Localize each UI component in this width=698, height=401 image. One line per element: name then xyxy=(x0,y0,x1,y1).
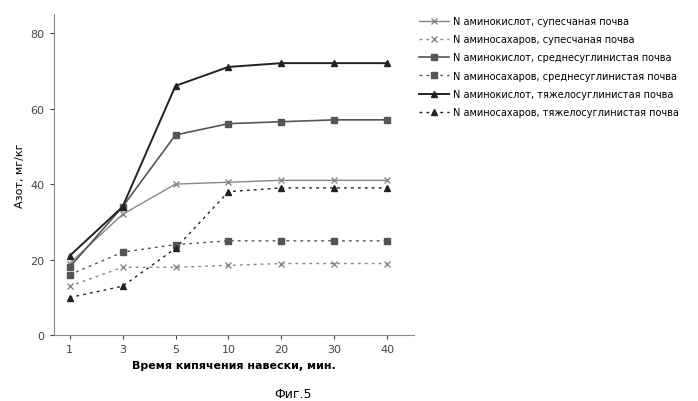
N аминокислот, супесчаная почва xyxy=(330,178,339,183)
N аминосахаров, среднесуглинистая почва xyxy=(66,273,74,277)
N аминокислот, супесчаная почва xyxy=(119,213,127,217)
Line: N аминосахаров, среднесуглинистая почва: N аминосахаров, среднесуглинистая почва xyxy=(67,239,390,278)
N аминосахаров, тяжелосуглинистая почва xyxy=(277,186,285,191)
N аминокислот, супесчаная почва xyxy=(224,180,232,185)
N аминокислот, тяжелосуглинистая почва xyxy=(66,254,74,259)
N аминосахаров, супесчаная почва xyxy=(330,261,339,266)
N аминосахаров, супесчаная почва xyxy=(224,263,232,268)
Line: N аминокислот, среднесуглинистая почва: N аминокислот, среднесуглинистая почва xyxy=(67,118,390,270)
N аминокислот, тяжелосуглинистая почва xyxy=(383,62,392,67)
N аминосахаров, супесчаная почва xyxy=(119,265,127,270)
N аминокислот, среднесуглинистая почва xyxy=(171,133,179,138)
N аминосахаров, среднесуглинистая почва xyxy=(383,239,392,244)
N аминосахаров, тяжелосуглинистая почва xyxy=(171,246,179,251)
N аминокислот, супесчаная почва xyxy=(277,178,285,183)
Line: N аминокислот, тяжелосуглинистая почва: N аминокислот, тяжелосуглинистая почва xyxy=(66,61,391,260)
N аминокислот, среднесуглинистая почва xyxy=(383,118,392,123)
N аминокислот, среднесуглинистая почва xyxy=(66,265,74,270)
Text: Фиг.5: Фиг.5 xyxy=(274,387,312,400)
N аминосахаров, супесчаная почва xyxy=(383,261,392,266)
N аминосахаров, супесчаная почва xyxy=(66,284,74,289)
N аминосахаров, тяжелосуглинистая почва xyxy=(330,186,339,191)
Line: N аминосахаров, супесчаная почва: N аминосахаров, супесчаная почва xyxy=(66,260,391,290)
N аминосахаров, среднесуглинистая почва xyxy=(277,239,285,244)
X-axis label: Время кипячения навески, мин.: Время кипячения навески, мин. xyxy=(132,360,336,370)
N аминокислот, среднесуглинистая почва xyxy=(224,122,232,127)
N аминокислот, тяжелосуглинистая почва xyxy=(330,62,339,67)
N аминосахаров, тяжелосуглинистая почва xyxy=(224,190,232,194)
N аминокислот, среднесуглинистая почва xyxy=(277,120,285,125)
N аминокислот, супесчаная почва xyxy=(171,182,179,187)
N аминокислот, среднесуглинистая почва xyxy=(330,118,339,123)
Line: N аминосахаров, тяжелосуглинистая почва: N аминосахаров, тяжелосуглинистая почва xyxy=(66,185,391,301)
N аминосахаров, среднесуглинистая почва xyxy=(224,239,232,244)
N аминосахаров, тяжелосуглинистая почва xyxy=(119,284,127,289)
N аминосахаров, среднесуглинистая почва xyxy=(171,243,179,247)
N аминосахаров, тяжелосуглинистая почва xyxy=(383,186,392,191)
N аминосахаров, супесчаная почва xyxy=(171,265,179,270)
N аминокислот, супесчаная почва xyxy=(66,261,74,266)
N аминокислот, тяжелосуглинистая почва xyxy=(277,62,285,67)
N аминосахаров, среднесуглинистая почва xyxy=(119,250,127,255)
N аминосахаров, супесчаная почва xyxy=(277,261,285,266)
N аминокислот, супесчаная почва xyxy=(383,178,392,183)
N аминосахаров, тяжелосуглинистая почва xyxy=(66,296,74,300)
N аминокислот, тяжелосуглинистая почва xyxy=(171,84,179,89)
Y-axis label: Азот, мг/кг: Азот, мг/кг xyxy=(15,143,25,207)
Legend: N аминокислот, супесчаная почва, N аминосахаров, супесчаная почва, N аминокислот: N аминокислот, супесчаная почва, N амино… xyxy=(417,15,681,120)
Line: N аминокислот, супесчаная почва: N аминокислот, супесчаная почва xyxy=(66,177,391,267)
N аминокислот, тяжелосуглинистая почва xyxy=(224,65,232,70)
N аминокислот, среднесуглинистая почва xyxy=(119,205,127,210)
N аминокислот, тяжелосуглинистая почва xyxy=(119,205,127,210)
N аминосахаров, среднесуглинистая почва xyxy=(330,239,339,244)
